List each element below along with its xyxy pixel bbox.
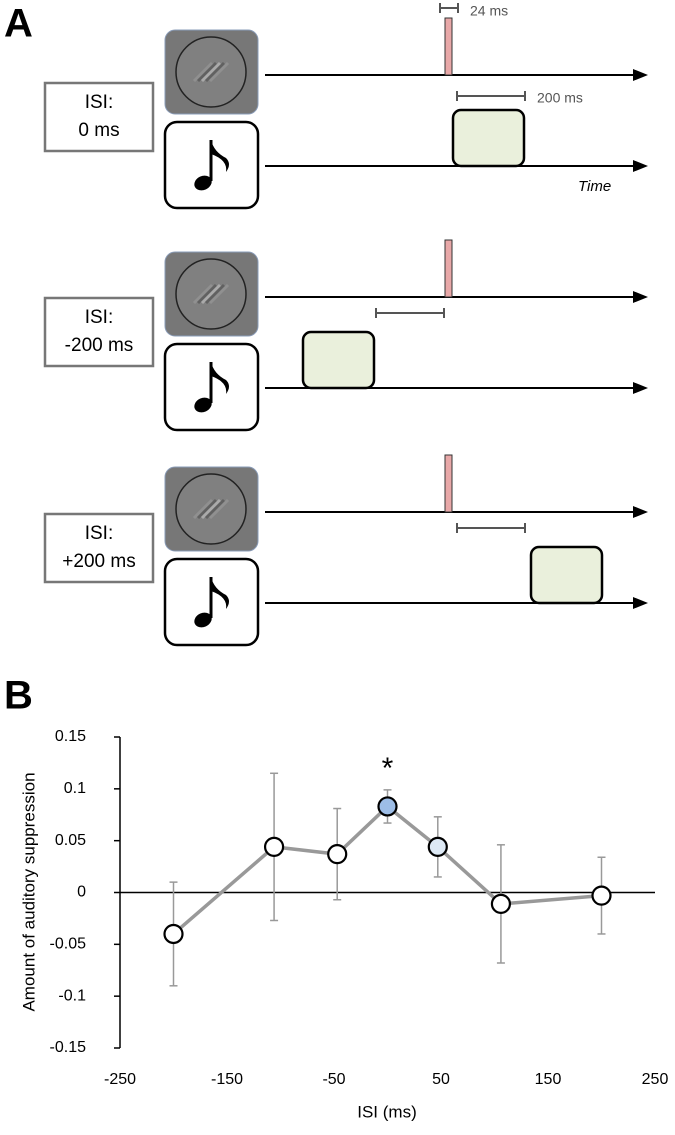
panel-label: A — [4, 2, 33, 46]
panel-label: B — [4, 674, 33, 718]
y-tick-label: -0.05 — [50, 936, 87, 953]
x-tick-label: 250 — [642, 1071, 669, 1088]
isi-box — [43, 512, 155, 584]
gabor-stripe — [200, 61, 222, 83]
visual-stimulus-icon — [164, 29, 259, 115]
note-head — [194, 397, 212, 413]
visual-pulse — [444, 454, 453, 513]
arrow-head — [633, 69, 648, 81]
auditory-tone — [301, 330, 376, 390]
x-axis-label: ISI (ms) — [357, 1102, 417, 1121]
data-line — [172, 804, 602, 936]
note-flag — [211, 140, 229, 172]
y-tick-label: 0.15 — [55, 728, 86, 745]
gabor-stripe — [208, 61, 230, 83]
gabor-stripe — [204, 283, 226, 305]
visual-pulse — [444, 239, 453, 298]
gabor-stripe — [192, 498, 214, 520]
isi-box — [43, 81, 155, 153]
sound-icon — [163, 557, 260, 647]
note-flag — [211, 577, 229, 609]
gabor-stripe — [196, 498, 218, 520]
y-tick-label: -0.1 — [58, 987, 86, 1004]
isi-label: -200 ms — [65, 335, 134, 356]
auditory-tone — [529, 545, 604, 605]
note-head — [194, 175, 212, 191]
gabor-stripe — [204, 498, 226, 520]
sound-icon — [163, 342, 260, 432]
significance-marker: * — [382, 752, 394, 785]
x-tick-label: -150 — [211, 1071, 243, 1088]
gabor-stripe — [200, 498, 222, 520]
arrow-head — [633, 382, 648, 394]
pulse-duration: 24 ms — [470, 3, 508, 19]
time-label: Time — [578, 178, 611, 195]
data-point — [427, 836, 448, 857]
y-axis-label: Amount of auditory suppression — [19, 772, 38, 1011]
arrow-head — [633, 291, 648, 303]
arrow-head — [633, 160, 648, 172]
auditory-tone — [451, 108, 526, 168]
arrow-head — [633, 597, 648, 609]
y-tick-label: -0.15 — [50, 1039, 87, 1056]
tone-duration: 200 ms — [537, 90, 583, 106]
data-point — [263, 836, 285, 857]
sound-icon — [163, 120, 260, 210]
isi-label: ISI: — [85, 307, 114, 328]
gabor-stripe — [208, 283, 230, 305]
note-flag — [211, 362, 229, 394]
visual-stimulus-icon — [164, 466, 259, 552]
isi-label: +200 ms — [62, 551, 135, 572]
visual-stimulus-icon — [164, 251, 259, 337]
x-tick-label: -250 — [104, 1071, 136, 1088]
isi-label: 0 ms — [78, 120, 119, 141]
isi-box — [43, 296, 155, 368]
gabor-stripe — [192, 61, 214, 83]
gabor-stripe — [208, 498, 230, 520]
data-point — [327, 844, 348, 865]
x-tick-label: 150 — [535, 1071, 562, 1088]
arrow-head — [633, 506, 648, 518]
x-tick-label: -50 — [322, 1071, 345, 1088]
isi-label: ISI: — [85, 92, 114, 113]
data-point — [490, 893, 512, 915]
isi-label: ISI: — [85, 523, 114, 544]
x-tick-label: 50 — [432, 1071, 450, 1088]
data-point — [163, 923, 184, 945]
gabor-stripe — [196, 283, 218, 305]
gabor-stripe — [200, 283, 222, 305]
data-point — [377, 796, 398, 817]
gabor-stripe — [192, 283, 214, 305]
y-tick-label: 0 — [77, 884, 86, 901]
note-head — [194, 612, 212, 628]
gabor-stripe — [204, 61, 226, 83]
data-point — [591, 885, 612, 906]
y-tick-label: 0.1 — [64, 780, 86, 797]
y-tick-label: 0.05 — [55, 832, 86, 849]
visual-pulse — [444, 17, 453, 76]
gabor-stripe — [196, 61, 218, 83]
